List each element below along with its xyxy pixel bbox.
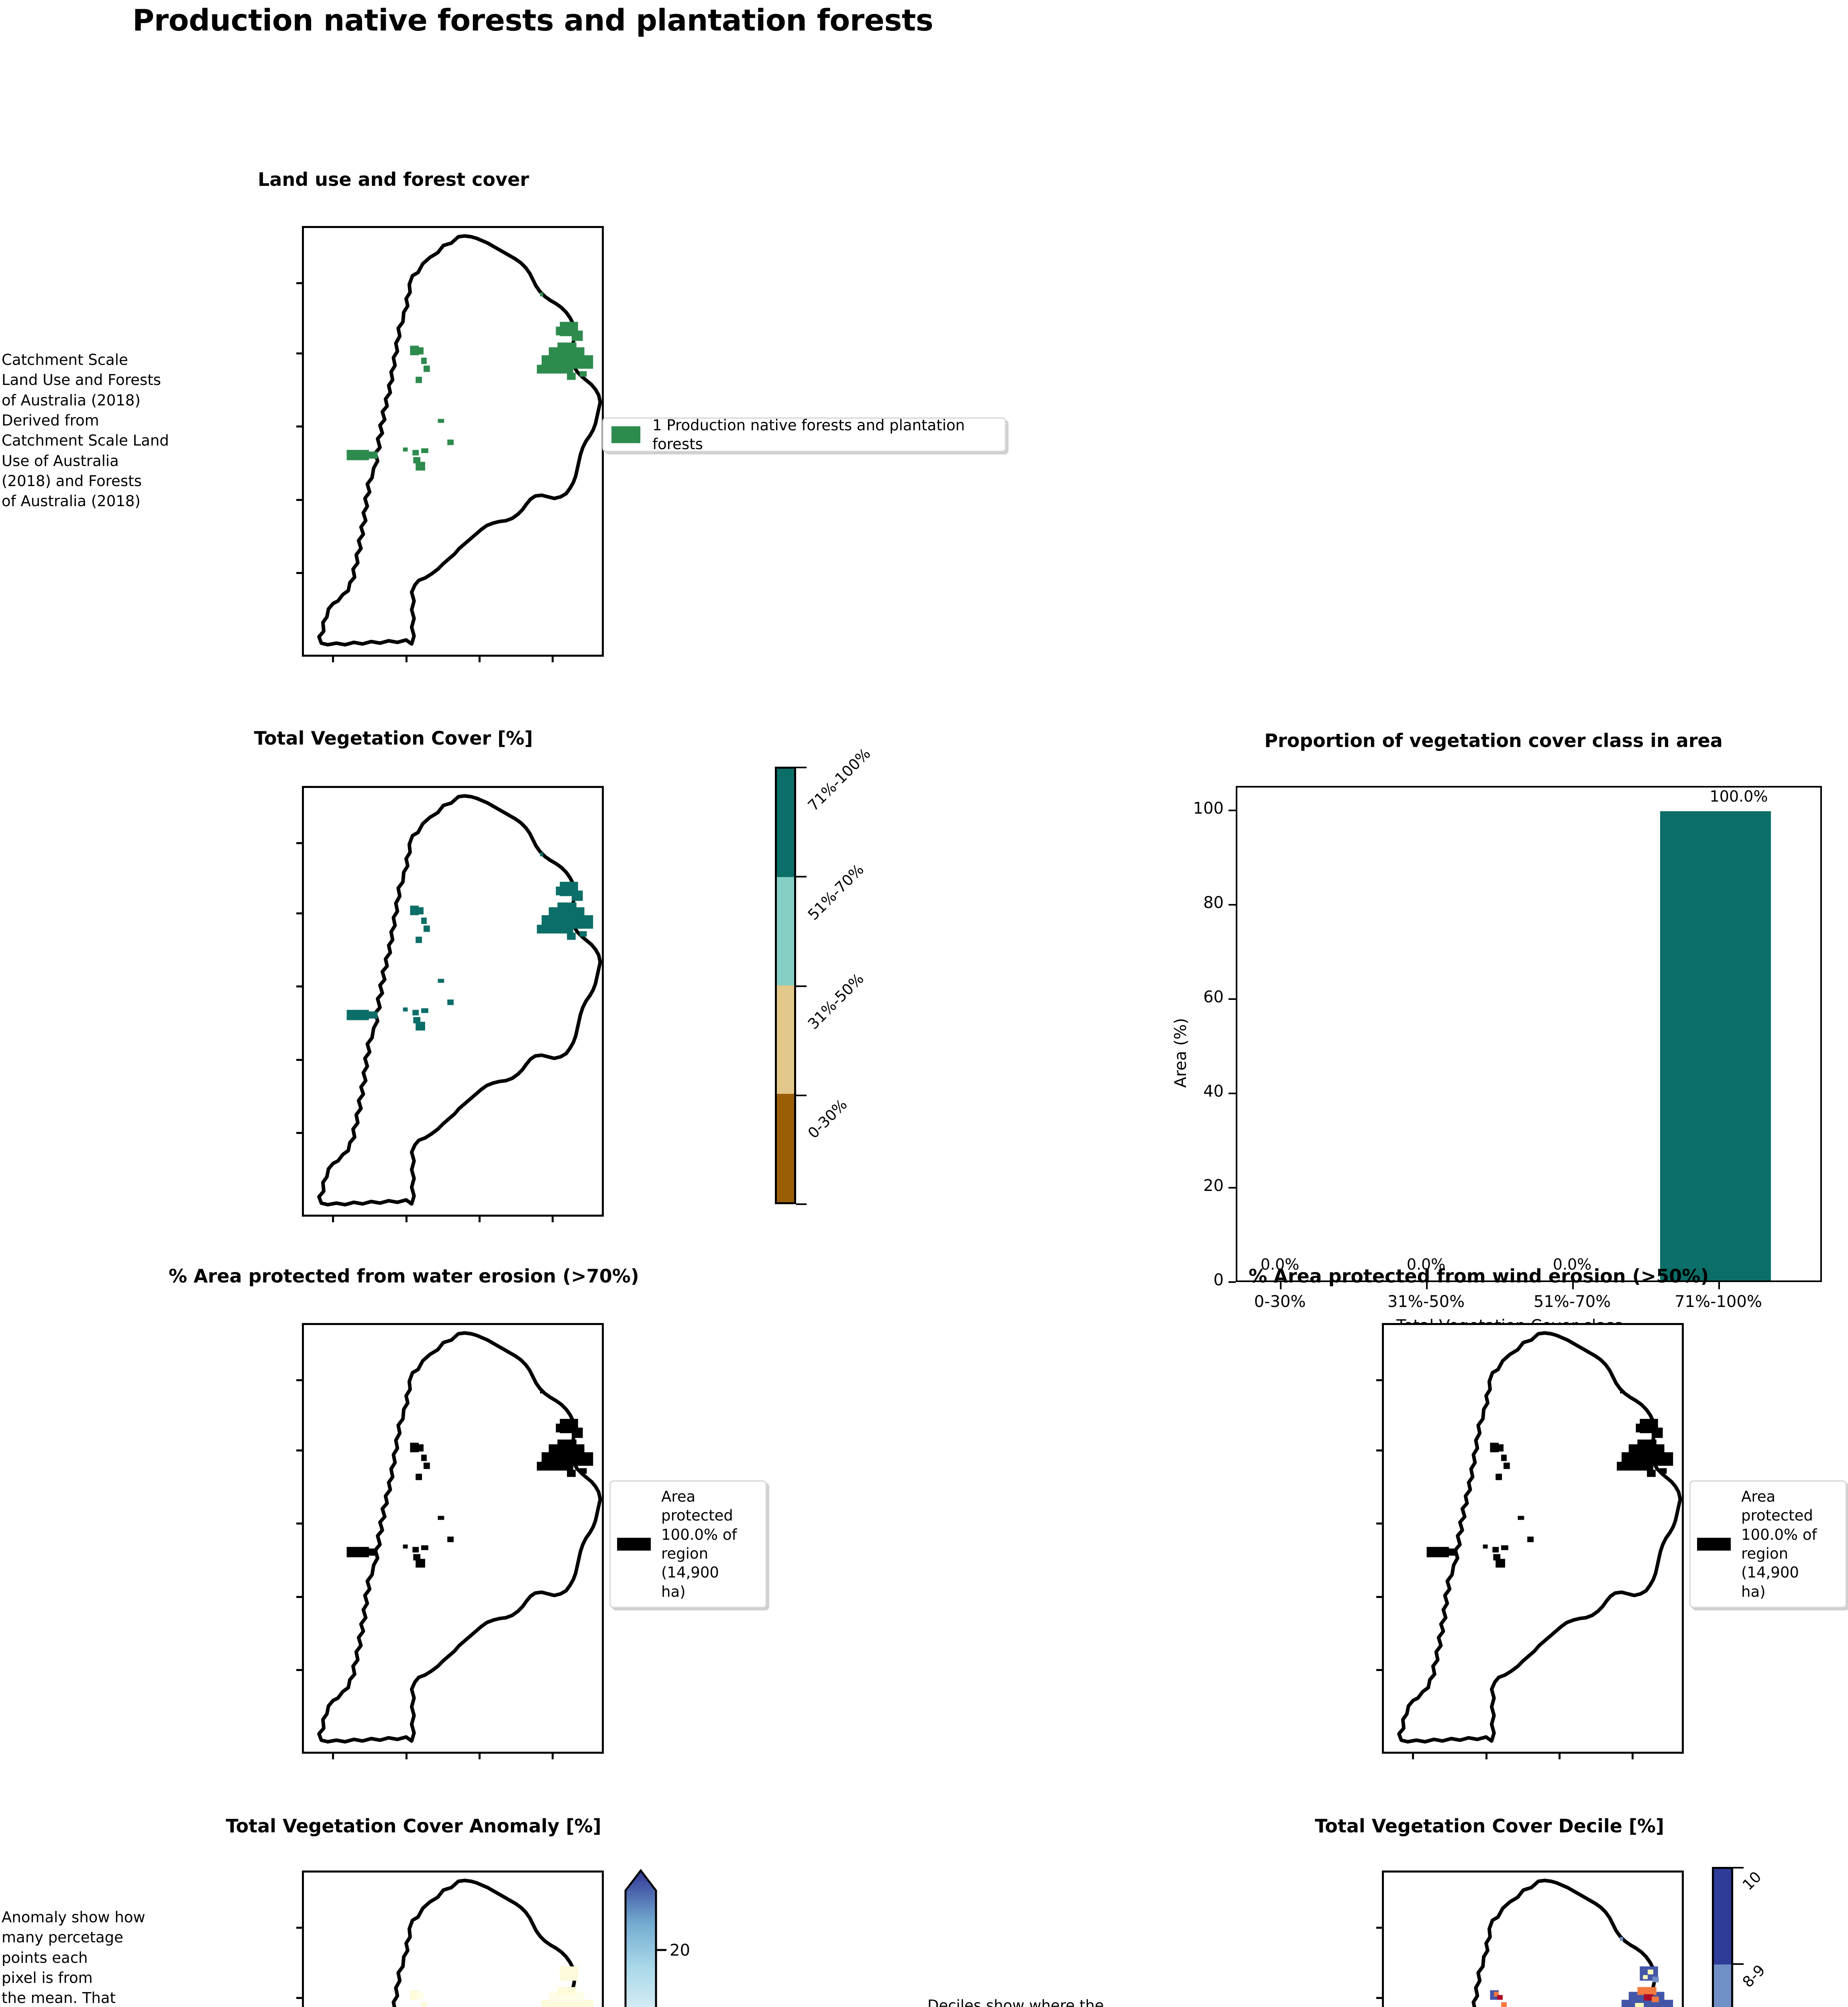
bar-value-51-70: 0.0% (1553, 1256, 1592, 1273)
decile-pixels (1490, 1937, 1673, 2007)
legend-swatch-area-protected-water (617, 1538, 651, 1551)
map-water-erosion-svg (317, 1331, 602, 1744)
ytick-60: 60 (1203, 988, 1224, 1006)
ytick-100: 100 (1193, 799, 1224, 818)
legend-label-area-protected-wind: Area protected 100.0% of region (14,900 … (1741, 1488, 1817, 1600)
bar-value-31-50: 0.0% (1406, 1256, 1446, 1273)
anomaly-tick-20: 20 (670, 1941, 690, 1960)
chart-plot-area (1236, 786, 1822, 1282)
map-decile[interactable] (1382, 1871, 1684, 2007)
legend-water-erosion[interactable]: Area protected 100.0% of region (14,900 … (609, 1480, 767, 1608)
bar-value-0-30: 0.0% (1260, 1256, 1300, 1273)
ytick-0: 0 (1213, 1271, 1224, 1289)
colorbar-segment-decile-8-9 (1714, 1964, 1731, 2007)
protected-area-pixels (1426, 1389, 1673, 1568)
panel-title-veg-cover: Total Vegetation Cover [%] (254, 727, 533, 749)
colorbar-anomaly-svg (624, 1869, 666, 2007)
legend-swatch-production-forest (611, 426, 640, 443)
chart-title: Proportion of vegetation cover class in … (1264, 730, 1723, 751)
map-land-use[interactable] (302, 226, 604, 657)
panel-title-water-erosion: % Area protected from water erosion (>70… (169, 1265, 639, 1287)
colorbar-segment-31-50 (777, 985, 794, 1094)
anomaly-pixels (410, 1966, 593, 2007)
map-wind-erosion-svg (1397, 1331, 1682, 1744)
map-decile-svg (1471, 1879, 1673, 2007)
colorbar-label-51-70: 51%-70% (804, 861, 867, 924)
colorbar-anomaly-labels: 20 10 0 −10 −20 (670, 1867, 766, 2007)
legend-land-use[interactable]: 1 Production native forests and plantati… (602, 416, 1006, 453)
colorbar-veg-cover-labels: 71%-100% 51%-70% 31%-50% 0-30% (796, 745, 965, 1205)
veg-cover-pixels (346, 852, 593, 1031)
xtick-31-50: 31%-50% (1387, 1293, 1465, 1311)
chart-ylabel: Area (%) (1172, 1018, 1190, 1088)
ytick-80: 80 (1203, 894, 1224, 912)
xtick-51-70: 51%-70% (1533, 1293, 1611, 1311)
proportion-bar-chart: Proportion of vegetation cover class in … (1164, 719, 1847, 1335)
colorbar-segment-decile-10 (1714, 1869, 1731, 1964)
map-wind-erosion[interactable] (1382, 1323, 1684, 1754)
page-title: Production native forests and plantation… (132, 3, 933, 38)
map-anomaly-svg (391, 1879, 593, 2007)
panel-title-anomaly: Total Vegetation Cover Anomaly [%] (226, 1815, 601, 1837)
map-veg-cover-svg (317, 794, 602, 1207)
xtick-0-30: 0-30% (1254, 1293, 1306, 1311)
colorbar-decile-labels: 10 8-9 4-7 2-3 1 (1733, 1867, 1848, 2007)
map-anomaly[interactable] (302, 1871, 604, 2007)
protected-area-pixels (346, 1389, 593, 1568)
colorbar-decile[interactable] (1712, 1867, 1733, 2007)
ytick-40: 40 (1203, 1082, 1224, 1101)
bar-71-100[interactable] (1660, 811, 1771, 1280)
map-veg-cover[interactable] (302, 786, 604, 1217)
colorbar-label-0-30: 0-30% (804, 1096, 851, 1142)
land-use-forest-pixels (346, 292, 593, 471)
colorbar-segment-71-100 (777, 769, 794, 877)
panel-title-decile: Total Vegetation Cover Decile [%] (1314, 1815, 1665, 1837)
legend-label-area-protected-water: Area protected 100.0% of region (14,900 … (661, 1488, 737, 1600)
panel-title-wind-erosion: % Area protected from wind erosion (>50%… (1249, 1265, 1709, 1287)
legend-swatch-area-protected-wind (1697, 1538, 1731, 1551)
colorbar-segment-51-70 (777, 877, 794, 985)
legend-label-production-forest: 1 Production native forests and plantati… (652, 416, 965, 453)
decile-label-8-9: 8-9 (1739, 1961, 1769, 1991)
legend-wind-erosion[interactable]: Area protected 100.0% of region (14,900 … (1689, 1480, 1847, 1608)
panel-title-land-use: Land use and forest cover (258, 169, 529, 190)
xtick-71-100: 71%-100% (1675, 1293, 1762, 1311)
catchment-boundary (317, 234, 602, 647)
land-use-source-note: Catchment Scale Land Use and Forests of … (2, 351, 169, 510)
colorbar-label-31-50: 31%-50% (804, 970, 867, 1033)
decile-note: Deciles show where the pixel value lies … (927, 1997, 1104, 2007)
ytick-20: 20 (1203, 1177, 1224, 1195)
colorbar-label-71-100: 71%-100% (804, 745, 874, 814)
decile-label-10: 10 (1739, 1868, 1765, 1894)
map-land-use-svg (317, 234, 602, 647)
anomaly-note: Anomaly show how many percetage points e… (2, 1909, 145, 2007)
colorbar-anomaly[interactable] (621, 1867, 670, 2007)
bar-value-71-100: 100.0% (1709, 788, 1768, 805)
colorbar-veg-cover[interactable] (775, 767, 796, 1204)
map-water-erosion[interactable] (302, 1323, 604, 1754)
colorbar-segment-0-30 (777, 1094, 794, 1202)
